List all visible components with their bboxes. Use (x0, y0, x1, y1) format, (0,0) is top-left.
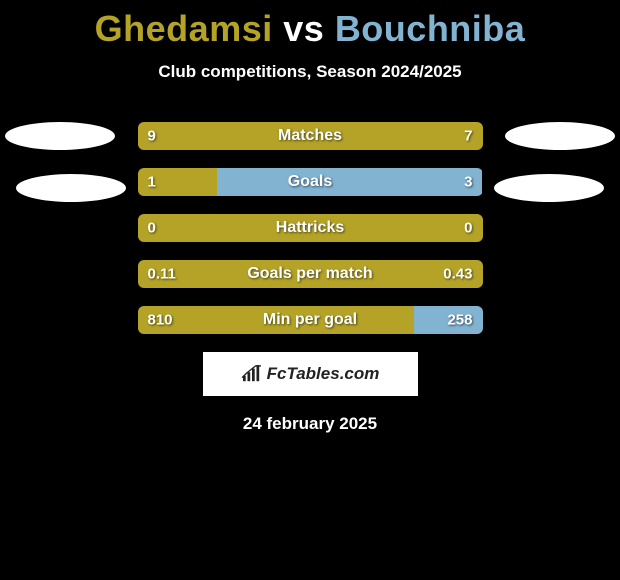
stat-value-left: 810 (148, 312, 173, 329)
subtitle: Club competitions, Season 2024/2025 (0, 62, 620, 82)
chart-icon (241, 365, 263, 383)
bar-right (217, 168, 483, 196)
stat-row: Hattricks 0 0 (138, 214, 483, 242)
player2-name: Bouchniba (335, 8, 526, 49)
stat-label: Goals per match (247, 265, 372, 283)
stat-row: Goals 1 3 (138, 168, 483, 196)
player1-name: Ghedamsi (95, 8, 273, 49)
stat-value-right: 0 (464, 220, 472, 237)
stat-value-left: 9 (148, 128, 156, 145)
stat-value-right: 0.43 (443, 266, 472, 283)
stat-label: Goals (288, 173, 332, 191)
brand-box: FcTables.com (203, 352, 418, 396)
side-ellipse (5, 122, 115, 150)
stat-value-left: 0 (148, 220, 156, 237)
stat-label: Hattricks (276, 219, 344, 237)
vs-text: vs (283, 8, 324, 49)
stat-label: Min per goal (263, 311, 357, 329)
stat-value-left: 1 (148, 174, 156, 191)
brand-text: FcTables.com (267, 364, 380, 384)
side-ellipse (505, 122, 615, 150)
stat-row: Min per goal 810 258 (138, 306, 483, 334)
stat-value-right: 7 (464, 128, 472, 145)
stat-value-right: 3 (464, 174, 472, 191)
stat-label: Matches (278, 127, 342, 145)
comparison-title: Ghedamsi vs Bouchniba (0, 0, 620, 50)
stat-value-left: 0.11 (148, 266, 176, 283)
stats-area: Matches 9 7 Goals 1 3 Hattricks 0 0 Goals per mat… (0, 122, 620, 334)
date-line: 24 february 2025 (0, 414, 620, 434)
stat-value-right: 258 (447, 312, 472, 329)
stat-row: Goals per match 0.11 0.43 (138, 260, 483, 288)
side-ellipse (494, 174, 604, 202)
stat-row: Matches 9 7 (138, 122, 483, 150)
side-ellipse (16, 174, 126, 202)
